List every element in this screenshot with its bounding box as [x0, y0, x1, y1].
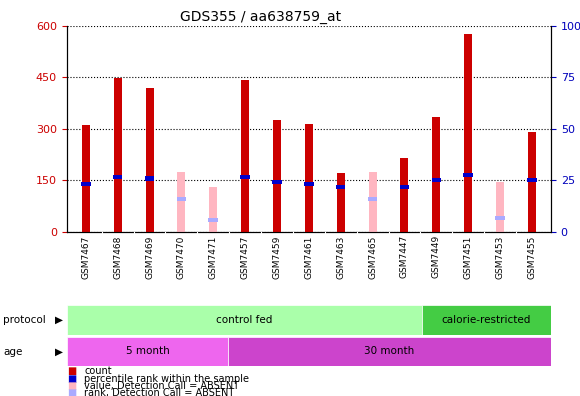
Bar — [145, 176, 154, 181]
Text: GSM7465: GSM7465 — [368, 235, 377, 279]
Text: percentile rank within the sample: percentile rank within the sample — [84, 373, 249, 384]
Bar — [67, 305, 422, 335]
Bar — [368, 197, 378, 201]
Text: GDS355 / aa638759_at: GDS355 / aa638759_at — [180, 10, 342, 24]
Text: ■: ■ — [67, 366, 76, 377]
Bar — [272, 180, 282, 184]
Bar — [464, 34, 472, 232]
Text: count: count — [84, 366, 112, 377]
Bar — [400, 158, 408, 232]
Text: ▶: ▶ — [55, 346, 63, 357]
Bar — [273, 120, 281, 232]
Bar — [209, 187, 218, 232]
Text: GSM7449: GSM7449 — [432, 235, 441, 278]
Text: rank, Detection Call = ABSENT: rank, Detection Call = ABSENT — [84, 388, 234, 396]
Text: value, Detection Call = ABSENT: value, Detection Call = ABSENT — [84, 381, 239, 391]
Bar — [67, 337, 228, 366]
Bar — [463, 173, 473, 177]
Bar — [369, 171, 376, 232]
Text: GSM7469: GSM7469 — [145, 235, 154, 279]
Bar — [228, 337, 551, 366]
Text: ▶: ▶ — [55, 315, 63, 325]
Bar — [177, 171, 186, 232]
Bar — [82, 125, 90, 232]
Text: GSM7457: GSM7457 — [241, 235, 249, 279]
Bar — [240, 175, 250, 179]
Text: GSM7453: GSM7453 — [495, 235, 505, 279]
Bar — [208, 217, 218, 222]
Bar — [336, 185, 346, 189]
Bar — [114, 78, 122, 232]
Bar — [81, 181, 90, 186]
Text: ■: ■ — [67, 381, 76, 391]
Text: GSM7463: GSM7463 — [336, 235, 345, 279]
Bar — [528, 132, 536, 232]
Text: GSM7447: GSM7447 — [400, 235, 409, 278]
Text: ■: ■ — [67, 373, 76, 384]
Text: GSM7467: GSM7467 — [81, 235, 90, 279]
Bar — [305, 124, 313, 232]
Bar — [304, 181, 314, 186]
Text: protocol: protocol — [3, 315, 46, 325]
Text: calorie-restricted: calorie-restricted — [442, 315, 531, 325]
Text: control fed: control fed — [216, 315, 273, 325]
Bar — [527, 178, 536, 182]
Text: GSM7461: GSM7461 — [304, 235, 313, 279]
Text: 5 month: 5 month — [125, 346, 169, 356]
Text: GSM7459: GSM7459 — [273, 235, 281, 279]
Bar — [422, 305, 551, 335]
Text: ■: ■ — [67, 388, 76, 396]
Text: GSM7471: GSM7471 — [209, 235, 218, 279]
Text: age: age — [3, 346, 22, 357]
Bar — [146, 88, 154, 232]
Text: GSM7451: GSM7451 — [463, 235, 473, 279]
Bar — [495, 216, 505, 220]
Bar — [241, 80, 249, 232]
Bar — [400, 185, 409, 189]
Bar — [337, 173, 345, 232]
Text: GSM7468: GSM7468 — [113, 235, 122, 279]
Text: 30 month: 30 month — [364, 346, 415, 356]
Bar — [496, 182, 504, 232]
Bar — [177, 197, 186, 201]
Bar — [432, 178, 441, 182]
Text: GSM7470: GSM7470 — [177, 235, 186, 279]
Bar — [432, 117, 440, 232]
Bar — [113, 175, 122, 179]
Text: GSM7455: GSM7455 — [527, 235, 536, 279]
